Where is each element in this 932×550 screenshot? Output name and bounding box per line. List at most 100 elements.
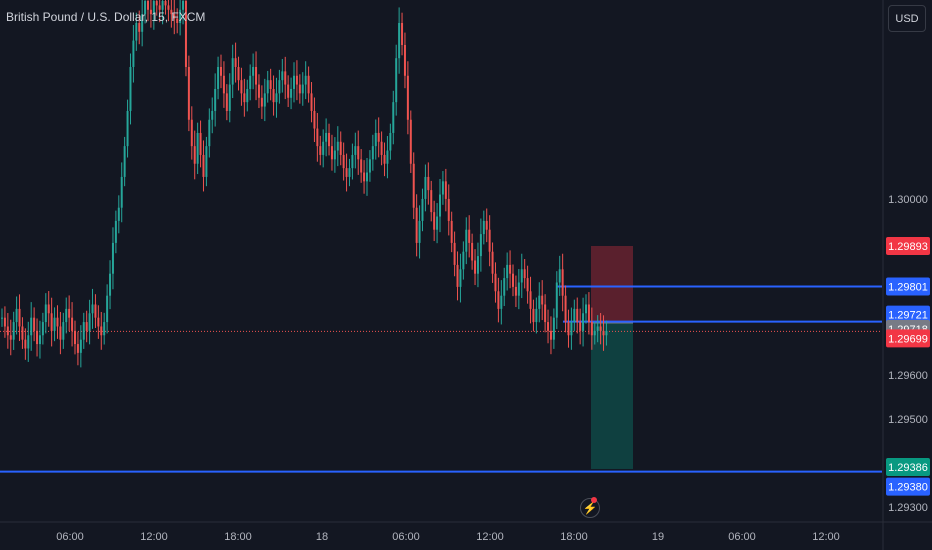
candle-body bbox=[374, 132, 377, 147]
candle-body bbox=[27, 335, 30, 349]
candle-body bbox=[439, 194, 441, 217]
candle-body bbox=[541, 295, 544, 305]
price-badge bbox=[886, 477, 930, 496]
price-badge-label: 1.29801 bbox=[888, 281, 928, 293]
candle-body bbox=[401, 22, 404, 45]
candle-body bbox=[403, 44, 406, 76]
candle-body bbox=[240, 80, 243, 94]
candle-body bbox=[316, 128, 319, 147]
candle-body bbox=[222, 75, 225, 94]
candle-body bbox=[444, 181, 447, 199]
price-badge-label: 1.29380 bbox=[888, 482, 928, 494]
time-tick-label: 06:00 bbox=[392, 531, 420, 543]
time-tick-label: 18:00 bbox=[224, 531, 252, 543]
candle-body bbox=[114, 220, 117, 243]
candle-body bbox=[424, 176, 427, 199]
candle-body bbox=[523, 269, 526, 279]
candle-body bbox=[602, 330, 605, 336]
candle-body bbox=[549, 330, 552, 340]
candle-body bbox=[497, 291, 500, 309]
candle-body bbox=[380, 141, 383, 155]
candle-body bbox=[275, 93, 278, 103]
candle-body bbox=[24, 339, 27, 349]
candle-body bbox=[18, 308, 21, 327]
candle-body bbox=[3, 317, 6, 327]
candle-body bbox=[479, 234, 482, 257]
candle-body bbox=[593, 330, 596, 336]
candle-body bbox=[30, 317, 33, 336]
candle-body bbox=[293, 75, 295, 89]
candle-body bbox=[345, 168, 348, 177]
currency-button[interactable]: USD bbox=[888, 5, 926, 32]
candle-body bbox=[433, 212, 436, 230]
candle-body bbox=[471, 242, 474, 261]
candle-body bbox=[202, 154, 205, 177]
candle-body bbox=[53, 317, 56, 331]
candle-body bbox=[196, 132, 199, 164]
candle-body bbox=[462, 251, 465, 270]
candle-body bbox=[386, 150, 389, 164]
candle-body bbox=[161, 1, 164, 10]
candle-body bbox=[491, 251, 494, 274]
candle-body bbox=[328, 132, 331, 147]
candle-body bbox=[88, 313, 91, 331]
candle-body bbox=[494, 273, 497, 292]
candle-body bbox=[50, 313, 53, 331]
candle-body bbox=[538, 295, 541, 309]
candle-body bbox=[38, 335, 41, 345]
candle-body bbox=[85, 322, 88, 331]
candle-body bbox=[555, 282, 558, 318]
candle-body bbox=[319, 146, 322, 155]
candle-body bbox=[193, 146, 196, 164]
candle-body bbox=[322, 141, 325, 155]
candle-body bbox=[552, 317, 555, 340]
candle-body bbox=[152, 1, 155, 15]
candle-body bbox=[529, 291, 532, 309]
candle-body bbox=[263, 93, 266, 107]
candle-body bbox=[182, 1, 185, 10]
candle-body bbox=[255, 66, 258, 85]
candle-body bbox=[120, 176, 123, 208]
candle-body bbox=[366, 172, 368, 182]
candle-body bbox=[111, 242, 114, 274]
price-badge-label: 1.29893 bbox=[888, 241, 928, 253]
candle-body bbox=[418, 220, 421, 243]
candle-body bbox=[164, 1, 167, 6]
candle-body bbox=[412, 163, 415, 208]
candle-body bbox=[351, 154, 354, 169]
candle-body bbox=[436, 216, 439, 230]
price-badge-label: 1.29386 bbox=[888, 462, 928, 474]
candle-body bbox=[450, 220, 453, 243]
candle-body bbox=[427, 176, 430, 191]
candle-body bbox=[298, 84, 301, 94]
candle-body bbox=[383, 154, 386, 164]
candle-body bbox=[190, 119, 193, 147]
price-badge bbox=[886, 305, 930, 324]
candle-body bbox=[576, 308, 579, 323]
candle-body bbox=[354, 146, 357, 155]
candle-body bbox=[421, 198, 424, 221]
candle-body bbox=[97, 317, 100, 327]
candle-body bbox=[217, 66, 220, 89]
candle-body bbox=[79, 339, 82, 353]
candle-body bbox=[453, 242, 456, 265]
candle-body bbox=[117, 207, 120, 221]
candle-body bbox=[155, 1, 158, 6]
candle-body bbox=[82, 322, 85, 340]
candle-body bbox=[123, 146, 126, 177]
bolt-icon[interactable]: ⚡ bbox=[580, 498, 600, 518]
candle-body bbox=[243, 93, 246, 103]
candle-body bbox=[290, 88, 293, 98]
candle-body bbox=[468, 229, 471, 243]
candle-body bbox=[252, 66, 255, 76]
candle-body bbox=[220, 66, 222, 76]
candle-body bbox=[512, 273, 514, 287]
candle-body bbox=[599, 326, 602, 331]
price-tick-label: 1.29500 bbox=[888, 414, 928, 426]
candle-body bbox=[547, 322, 550, 331]
candle-body bbox=[184, 1, 187, 67]
time-tick-label: 12:00 bbox=[140, 531, 168, 543]
candle-body bbox=[94, 304, 97, 318]
